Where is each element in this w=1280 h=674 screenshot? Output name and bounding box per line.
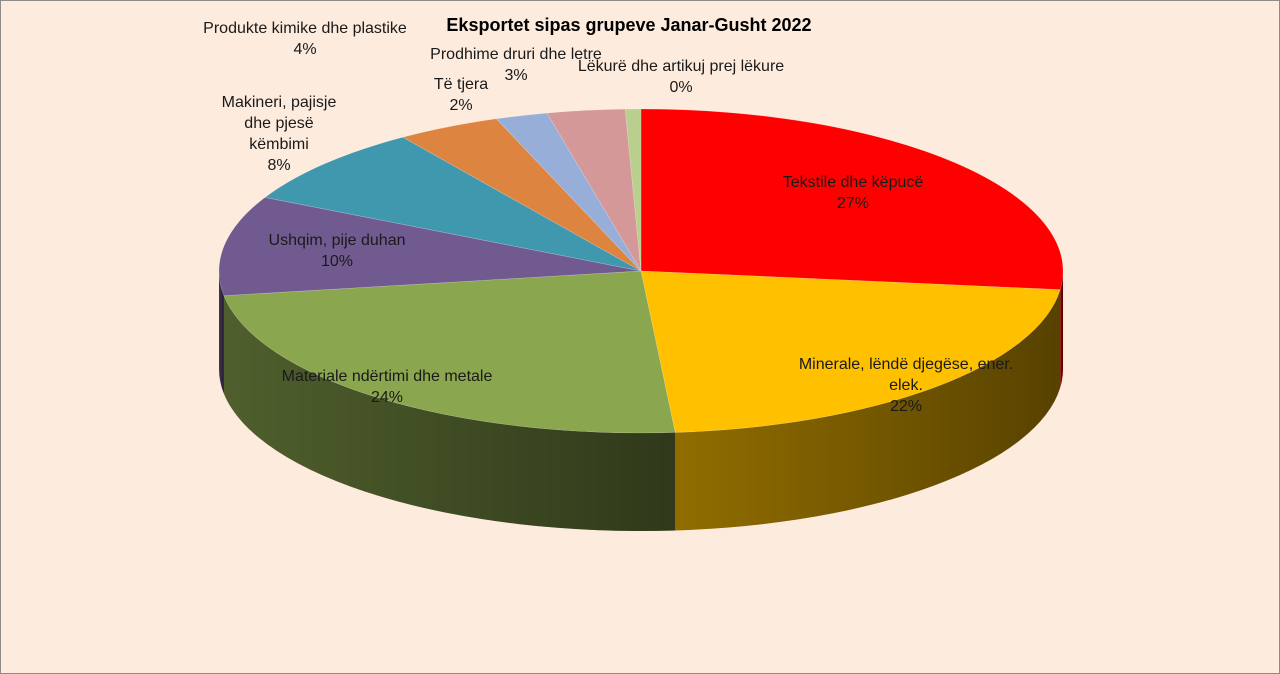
slice-label: Makineri, pajisje dhe pjesë këmbimi 8% xyxy=(222,94,337,174)
slice-name: dhe pjesë xyxy=(244,115,313,132)
slice-label: Ushqim, pije duhan 10% xyxy=(269,232,406,270)
slice-percent: 22% xyxy=(890,398,922,415)
slice-label: Tekstile dhe këpucë 27% xyxy=(783,174,924,212)
slice-percent: 2% xyxy=(449,97,472,114)
slice-percent: 10% xyxy=(321,253,353,270)
slice-name: elek. xyxy=(889,377,923,394)
pie-slice-side-shading xyxy=(675,289,1061,531)
slice-percent: 3% xyxy=(504,67,527,84)
slice-name: Makineri, pajisje xyxy=(222,94,337,111)
slice-percent: 4% xyxy=(293,41,316,58)
pie-slice xyxy=(218,197,642,297)
slice-percent: 0% xyxy=(669,79,692,96)
slice-label: Minerale, lëndë djegëse, ener. elek. 22% xyxy=(799,356,1013,415)
slice-label: Produkte kimike dhe plastike 4% xyxy=(203,20,407,58)
slice-percent: 24% xyxy=(371,389,403,406)
slice-name: Të tjera xyxy=(434,76,488,93)
chart-title: Eksportet sipas grupeve Janar-Gusht 2022 xyxy=(446,15,811,35)
slice-label: Të tjera 2% xyxy=(434,76,488,114)
slice-name: Materiale ndërtimi dhe metale xyxy=(282,368,493,385)
slice-name: Ushqim, pije duhan xyxy=(269,232,406,249)
pie-slice xyxy=(495,112,642,272)
slice-name: Lëkurë dhe artikuj prej lëkure xyxy=(578,58,784,75)
pie-slice xyxy=(624,108,642,272)
pie-slice-side-shading xyxy=(1060,271,1063,388)
slice-percent: 8% xyxy=(267,157,290,174)
slice-name: Minerale, lëndë djegëse, ener. xyxy=(799,356,1013,373)
slice-percent: 27% xyxy=(837,195,869,212)
slice-name: Tekstile dhe këpucë xyxy=(783,174,924,191)
pie-slice xyxy=(264,136,642,272)
slice-name: Produkte kimike dhe plastike xyxy=(203,20,407,37)
pie-slice xyxy=(546,108,642,272)
slice-label: Lëkurë dhe artikuj prej lëkure 0% xyxy=(578,58,784,96)
slice-name: këmbimi xyxy=(249,136,309,153)
pie-slice-side-shading xyxy=(223,295,676,531)
slice-label: Materiale ndërtimi dhe metale 24% xyxy=(282,368,493,406)
slice-name: Prodhime druri dhe letre xyxy=(430,46,602,63)
pie-slice xyxy=(640,270,1061,433)
pie-slice xyxy=(640,108,1064,290)
pie-slice-side-shading xyxy=(219,271,224,394)
pie-slice xyxy=(402,118,642,272)
slice-label: Prodhime druri dhe letre 3% xyxy=(430,46,602,84)
pie-slice xyxy=(223,270,676,434)
